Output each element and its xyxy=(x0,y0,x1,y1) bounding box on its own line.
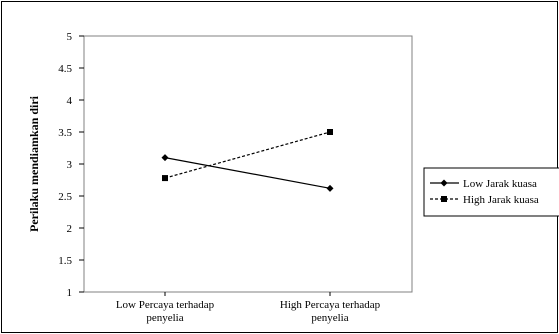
series-line-2 xyxy=(164,131,331,179)
series-line-1 xyxy=(164,157,331,189)
series-2-point xyxy=(327,129,333,135)
y-tick-label: 4.5 xyxy=(58,63,72,75)
legend-box xyxy=(423,167,559,217)
plot-area xyxy=(83,35,413,293)
x-tick-label: High Percaya terhadap xyxy=(280,299,381,311)
y-tick-label: 3.5 xyxy=(58,127,72,139)
x-tick-label: penyelia xyxy=(311,312,348,324)
x-tick-label: Low Percaya terhadap xyxy=(116,299,215,311)
series-1-point xyxy=(326,184,334,192)
y-axis-label: Perilaku mendiamkan diri xyxy=(27,95,41,232)
y-tick-label: 4 xyxy=(67,95,73,107)
series-layer xyxy=(161,129,334,192)
legend-marker-2 xyxy=(441,196,447,202)
legend-label-2: High Jarak kuasa xyxy=(463,194,539,206)
legend-marker-1 xyxy=(440,179,448,187)
series-2-point xyxy=(162,175,168,182)
y-tick-label: 1 xyxy=(67,287,73,299)
legend-label-1: Low Jarak kuasa xyxy=(463,178,537,190)
y-tick-label: 2 xyxy=(67,223,73,235)
x-tick-label: penyelia xyxy=(146,312,183,324)
y-tick-label: 5 xyxy=(67,31,73,43)
y-axis-ticks: 1 1.5 2 2.5 3 3.5 4 4.5 5 xyxy=(58,31,84,299)
y-tick-label: 1.5 xyxy=(58,255,72,267)
y-tick-label: 2.5 xyxy=(58,191,72,203)
series-1-point xyxy=(161,154,169,162)
legend: Low Jarak kuasa High Jarak kuasa xyxy=(430,178,539,206)
y-tick-label: 3 xyxy=(67,159,73,171)
